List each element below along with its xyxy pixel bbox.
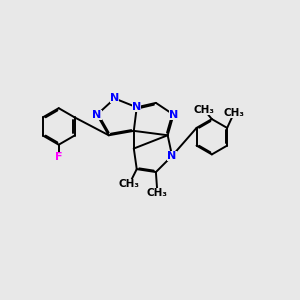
Text: N: N [167,151,177,161]
Text: CH₃: CH₃ [224,108,244,118]
Text: N: N [110,94,119,103]
Text: N: N [169,110,178,120]
Text: CH₃: CH₃ [194,105,215,115]
Text: F: F [55,152,62,162]
Text: N: N [132,102,141,112]
Text: CH₃: CH₃ [147,188,168,198]
Text: CH₃: CH₃ [119,179,140,189]
Text: N: N [92,110,102,120]
